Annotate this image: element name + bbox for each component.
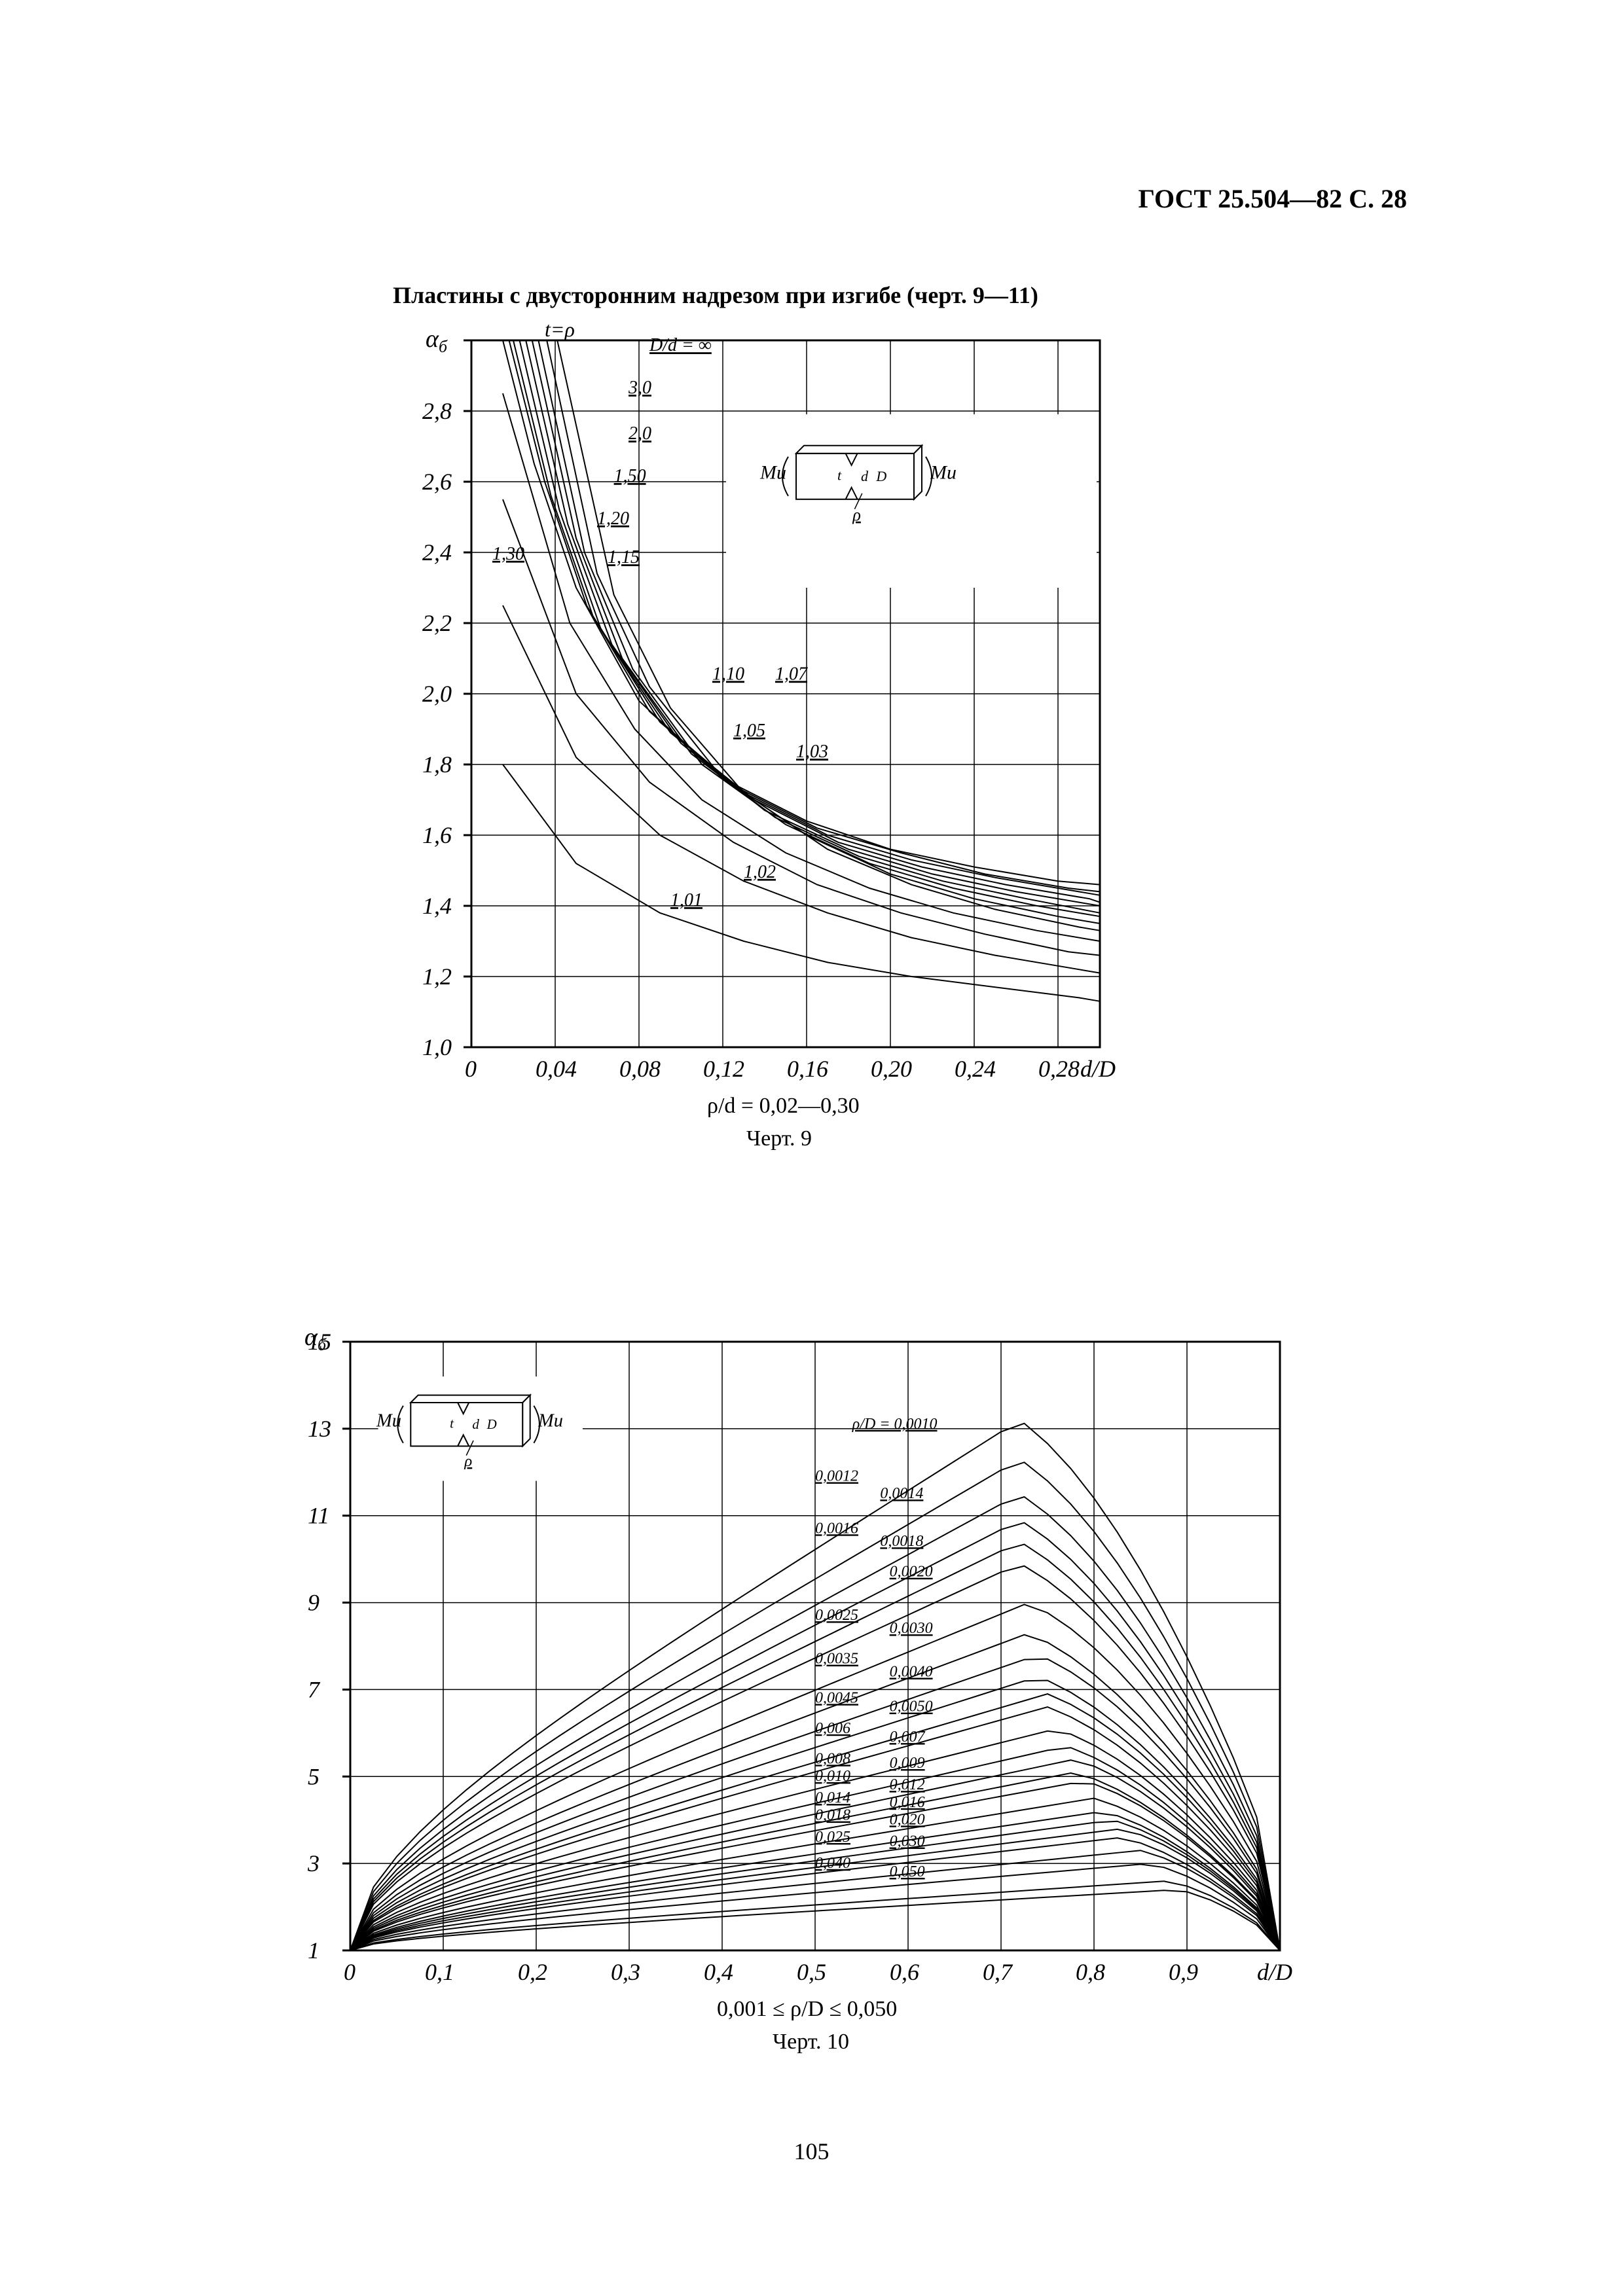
svg-text:1,20: 1,20	[597, 509, 629, 529]
svg-text:7: 7	[308, 1676, 321, 1702]
svg-text:0,20: 0,20	[871, 1056, 912, 1082]
svg-text:0,008: 0,008	[815, 1750, 850, 1767]
svg-text:1,01: 1,01	[670, 890, 702, 910]
svg-text:0,014: 0,014	[815, 1789, 850, 1806]
svg-text:15: 15	[308, 1329, 331, 1355]
svg-text:2,0: 2,0	[629, 423, 651, 444]
svg-text:0,0040: 0,0040	[890, 1664, 933, 1681]
svg-text:0,1: 0,1	[425, 1959, 454, 1985]
svg-text:2,4: 2,4	[422, 539, 452, 565]
svg-text:D: D	[875, 468, 886, 484]
svg-text:d/D: d/D	[1080, 1056, 1116, 1082]
svg-text:1,15: 1,15	[608, 547, 640, 567]
svg-text:0,0018: 0,0018	[880, 1533, 923, 1550]
page-header: ГОСТ 25.504—82 С. 28	[1138, 183, 1407, 214]
svg-text:1,10: 1,10	[712, 664, 744, 684]
svg-text:0,12: 0,12	[703, 1056, 744, 1082]
svg-text:0,0050: 0,0050	[890, 1698, 933, 1715]
svg-text:d: d	[861, 468, 869, 484]
svg-text:1,07: 1,07	[775, 664, 808, 684]
page-number: 105	[0, 2138, 1623, 2165]
svg-text:ρ: ρ	[852, 505, 860, 524]
svg-text:5: 5	[308, 1763, 319, 1789]
chart-10: αб1357911131500,10,20,30,40,50,60,70,80,…	[285, 1316, 1313, 2062]
svg-text:0,020: 0,020	[890, 1811, 925, 1828]
svg-text:0,025: 0,025	[815, 1829, 850, 1846]
svg-text:ρ/D = 0,0010: ρ/D = 0,0010	[852, 1416, 938, 1433]
svg-text:1: 1	[308, 1937, 319, 1964]
svg-text:0,007: 0,007	[890, 1729, 926, 1746]
svg-text:0,012: 0,012	[890, 1776, 925, 1793]
svg-text:3: 3	[307, 1850, 319, 1876]
svg-text:0,8: 0,8	[1076, 1959, 1105, 1985]
svg-text:2,8: 2,8	[422, 398, 452, 424]
chart-9: αб t=ρ 0 0,04 0,08 0,12 0,16 0,20 0,24 0,28d/D 1,0…	[412, 321, 1133, 1185]
svg-text:2,6: 2,6	[422, 469, 452, 495]
svg-text:d: d	[472, 1416, 479, 1432]
svg-text:0,08: 0,08	[619, 1056, 661, 1082]
svg-text:0,9: 0,9	[1169, 1959, 1198, 1985]
svg-text:0,0030: 0,0030	[890, 1620, 933, 1637]
svg-text:0,0045: 0,0045	[815, 1689, 858, 1706]
svg-text:D/d = ∞: D/d = ∞	[649, 335, 712, 355]
svg-text:2,2: 2,2	[422, 610, 452, 636]
svg-text:0,009: 0,009	[890, 1755, 925, 1772]
svg-text:Mи: Mи	[930, 461, 957, 483]
svg-text:1,4: 1,4	[422, 893, 452, 919]
svg-text:0,4: 0,4	[704, 1959, 733, 1985]
svg-text:0: 0	[344, 1959, 356, 1985]
svg-text:0,2: 0,2	[518, 1959, 547, 1985]
svg-text:1,50: 1,50	[614, 466, 646, 486]
svg-text:0,030: 0,030	[890, 1833, 925, 1850]
svg-text:1,8: 1,8	[422, 751, 452, 778]
svg-text:0,0016: 0,0016	[815, 1520, 858, 1537]
svg-text:ρ/d = 0,02—0,30: ρ/d = 0,02—0,30	[707, 1094, 860, 1118]
svg-text:1,2: 1,2	[422, 963, 452, 990]
svg-text:Mи: Mи	[538, 1411, 563, 1431]
svg-text:0,050: 0,050	[890, 1863, 925, 1880]
svg-text:0,006: 0,006	[815, 1720, 850, 1737]
svg-text:0,001 ≤ ρ/D ≤ 0,050: 0,001 ≤ ρ/D ≤ 0,050	[717, 1997, 897, 2021]
svg-text:0,018: 0,018	[815, 1807, 850, 1824]
svg-text:3,0: 3,0	[628, 378, 651, 398]
section-title: Пластины с двусторонним надрезом при изг…	[393, 281, 1038, 309]
svg-text:0,16: 0,16	[787, 1056, 828, 1082]
svg-text:d/D: d/D	[1257, 1959, 1292, 1985]
svg-text:0,016: 0,016	[890, 1794, 925, 1811]
svg-text:0,0020: 0,0020	[890, 1564, 933, 1581]
svg-text:11: 11	[308, 1503, 329, 1529]
svg-text:0,040: 0,040	[815, 1855, 850, 1872]
svg-text:t=ρ: t=ρ	[545, 321, 575, 341]
svg-text:0,3: 0,3	[611, 1959, 640, 1985]
svg-text:0,0014: 0,0014	[880, 1485, 923, 1502]
svg-text:1,30: 1,30	[492, 544, 524, 564]
svg-text:9: 9	[308, 1590, 319, 1616]
svg-text:0,6: 0,6	[890, 1959, 919, 1985]
svg-text:0,04: 0,04	[536, 1056, 577, 1082]
svg-text:0,0025: 0,0025	[815, 1607, 858, 1624]
svg-text:Черт. 10: Черт. 10	[773, 2030, 849, 2054]
svg-text:0,7: 0,7	[983, 1959, 1013, 1985]
svg-text:0: 0	[465, 1056, 477, 1082]
svg-text:1,05: 1,05	[733, 721, 765, 741]
svg-text:ρ: ρ	[464, 1452, 472, 1470]
svg-text:0,5: 0,5	[797, 1959, 826, 1985]
svg-text:1,0: 1,0	[422, 1034, 452, 1060]
svg-text:t: t	[837, 467, 842, 483]
svg-text:13: 13	[308, 1416, 331, 1442]
svg-text:D: D	[486, 1416, 497, 1432]
svg-text:αб: αб	[426, 325, 448, 356]
svg-text:1,6: 1,6	[422, 822, 452, 848]
svg-text:0,0012: 0,0012	[815, 1468, 858, 1485]
svg-text:2,0: 2,0	[422, 681, 452, 707]
svg-text:Черт. 9: Черт. 9	[746, 1126, 812, 1151]
svg-text:1,02: 1,02	[744, 862, 776, 882]
svg-text:0,010: 0,010	[815, 1768, 850, 1785]
svg-text:0,28: 0,28	[1038, 1056, 1080, 1082]
svg-text:0,24: 0,24	[955, 1056, 996, 1082]
svg-text:0,0035: 0,0035	[815, 1651, 858, 1668]
svg-text:1,03: 1,03	[796, 742, 828, 762]
